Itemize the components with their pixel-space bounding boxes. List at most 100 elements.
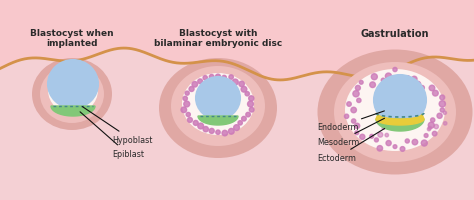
Circle shape — [411, 77, 417, 82]
Circle shape — [432, 132, 437, 136]
Circle shape — [405, 76, 410, 81]
Text: Blastocyst when
implanted: Blastocyst when implanted — [30, 29, 114, 48]
Ellipse shape — [334, 63, 456, 162]
Circle shape — [385, 134, 389, 137]
Circle shape — [437, 114, 442, 119]
Circle shape — [386, 141, 391, 146]
Circle shape — [415, 82, 421, 88]
Circle shape — [444, 122, 447, 125]
Circle shape — [185, 92, 189, 96]
Circle shape — [238, 121, 242, 125]
Ellipse shape — [159, 59, 277, 158]
Ellipse shape — [374, 76, 426, 125]
Circle shape — [228, 129, 234, 135]
Circle shape — [203, 76, 207, 80]
Circle shape — [403, 118, 408, 122]
Circle shape — [381, 79, 385, 83]
Circle shape — [440, 108, 445, 113]
Circle shape — [420, 86, 424, 90]
Circle shape — [183, 97, 187, 101]
Text: Epiblast: Epiblast — [80, 112, 144, 159]
Circle shape — [210, 75, 214, 80]
Circle shape — [357, 99, 361, 103]
Circle shape — [193, 121, 198, 126]
Text: Gastrulation: Gastrulation — [361, 29, 429, 39]
Circle shape — [345, 115, 349, 119]
Circle shape — [385, 74, 392, 80]
Polygon shape — [376, 114, 424, 125]
Circle shape — [430, 118, 435, 123]
Circle shape — [216, 130, 220, 135]
Ellipse shape — [332, 81, 354, 101]
Circle shape — [405, 139, 410, 143]
Text: Endoderm: Endoderm — [317, 111, 384, 132]
Circle shape — [189, 87, 194, 92]
Ellipse shape — [48, 61, 98, 108]
Circle shape — [411, 116, 415, 119]
Circle shape — [377, 146, 383, 151]
Circle shape — [387, 101, 392, 106]
Circle shape — [360, 135, 365, 140]
Circle shape — [419, 105, 424, 110]
Circle shape — [249, 96, 254, 101]
Circle shape — [443, 112, 447, 115]
Circle shape — [428, 128, 430, 131]
Circle shape — [239, 82, 244, 87]
Ellipse shape — [403, 63, 428, 83]
Circle shape — [353, 91, 359, 97]
Circle shape — [356, 86, 360, 91]
Text: Hypoblast: Hypoblast — [82, 107, 152, 145]
Circle shape — [370, 135, 374, 139]
Circle shape — [399, 77, 403, 82]
Polygon shape — [51, 106, 95, 116]
Circle shape — [355, 124, 360, 129]
Circle shape — [198, 80, 202, 84]
Circle shape — [434, 125, 438, 129]
Ellipse shape — [330, 125, 356, 143]
Circle shape — [370, 82, 375, 88]
Circle shape — [428, 127, 431, 130]
Text: Ectoderm: Ectoderm — [317, 129, 384, 163]
Circle shape — [359, 81, 363, 85]
Circle shape — [186, 113, 191, 117]
Circle shape — [198, 123, 204, 129]
Circle shape — [352, 119, 356, 124]
Polygon shape — [198, 116, 238, 125]
Circle shape — [246, 113, 250, 117]
Circle shape — [203, 127, 209, 132]
Circle shape — [241, 87, 247, 93]
Circle shape — [378, 133, 383, 137]
Circle shape — [412, 140, 418, 145]
Circle shape — [216, 75, 220, 80]
Ellipse shape — [361, 64, 389, 82]
Circle shape — [432, 91, 438, 97]
Circle shape — [247, 102, 254, 107]
Circle shape — [393, 145, 397, 149]
Circle shape — [229, 75, 233, 80]
Circle shape — [181, 107, 187, 113]
Circle shape — [382, 127, 385, 130]
Circle shape — [374, 138, 378, 142]
Circle shape — [393, 68, 397, 72]
Ellipse shape — [365, 141, 384, 163]
Circle shape — [188, 118, 192, 123]
Circle shape — [222, 76, 227, 80]
Circle shape — [440, 96, 445, 100]
Circle shape — [381, 88, 385, 92]
Circle shape — [439, 101, 446, 107]
Ellipse shape — [318, 50, 473, 175]
Circle shape — [232, 80, 238, 86]
Circle shape — [371, 74, 377, 80]
Circle shape — [400, 147, 405, 152]
Circle shape — [184, 102, 190, 107]
Text: Mesoderm: Mesoderm — [317, 119, 384, 147]
Polygon shape — [376, 119, 424, 131]
Circle shape — [421, 140, 427, 146]
Circle shape — [234, 125, 239, 131]
Ellipse shape — [40, 66, 104, 123]
Circle shape — [222, 131, 228, 136]
Circle shape — [245, 92, 249, 96]
Ellipse shape — [444, 103, 466, 121]
Ellipse shape — [432, 80, 462, 102]
Ellipse shape — [48, 67, 98, 114]
